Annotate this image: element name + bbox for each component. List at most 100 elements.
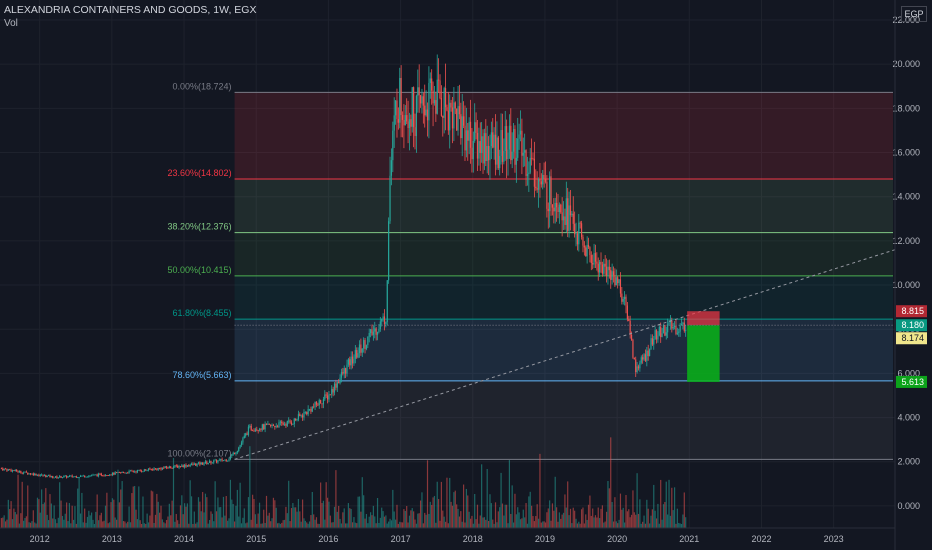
candle-body — [199, 462, 201, 465]
volume-bar — [643, 515, 645, 528]
candle-body — [640, 357, 642, 363]
volume-bar — [107, 523, 109, 528]
volume-bar — [264, 522, 266, 528]
volume-bar — [181, 495, 183, 528]
candle-body — [528, 172, 530, 175]
candle-body — [195, 463, 197, 466]
volume-bar — [415, 523, 418, 528]
volume-bar — [463, 484, 465, 528]
volume-bar — [79, 513, 82, 528]
volume-bar — [525, 503, 527, 528]
candle-body — [261, 424, 263, 430]
volume-bar — [146, 513, 148, 528]
candle-body — [11, 470, 14, 472]
volume-bar — [365, 513, 368, 528]
candle-body — [61, 477, 64, 479]
candle-body — [442, 115, 444, 118]
volume-bar — [353, 517, 355, 528]
volume-bar — [672, 510, 674, 528]
volume-bar — [499, 507, 501, 528]
volume-bar — [664, 502, 666, 528]
volume-bar — [371, 515, 373, 528]
candle-body — [154, 468, 157, 470]
candle-body — [639, 362, 641, 369]
volume-bar — [240, 523, 243, 528]
candle-body — [587, 244, 590, 248]
candle-body — [143, 469, 145, 472]
candle-body — [336, 382, 338, 388]
volume-bar — [179, 505, 182, 528]
volume-bar — [343, 508, 345, 528]
candle-body — [351, 356, 354, 364]
volume-bar — [233, 521, 236, 528]
candle-body — [594, 253, 597, 262]
time-tick-label: 2020 — [607, 534, 627, 544]
candle-body — [661, 333, 663, 337]
candle-body — [583, 245, 585, 248]
volume-bar — [274, 500, 276, 528]
time-tick-label: 2021 — [679, 534, 699, 544]
candle-body — [202, 462, 204, 465]
candle-body — [211, 462, 213, 464]
candle-body — [279, 421, 281, 423]
volume-bar — [676, 508, 678, 528]
candle-body — [607, 266, 609, 277]
volume-bar — [639, 499, 641, 528]
candle-body — [184, 464, 186, 468]
volume-bar — [164, 523, 166, 528]
volume-bar — [468, 511, 470, 528]
volume-bar — [11, 519, 14, 528]
volume-bar — [131, 493, 133, 528]
volume-bar — [249, 446, 251, 528]
volume-bar — [450, 501, 452, 528]
volume-bar — [184, 503, 186, 528]
candle-body — [629, 321, 631, 335]
candle-body — [614, 275, 616, 286]
candle-body — [618, 279, 620, 284]
candle-body — [685, 330, 687, 332]
candle-body — [499, 156, 501, 169]
candle-body — [417, 87, 419, 96]
candle-body — [425, 109, 427, 116]
volume-bar — [134, 486, 136, 528]
candle-body — [562, 216, 565, 221]
volume-bar — [637, 513, 640, 528]
volume-bar — [396, 504, 398, 528]
time-axis[interactable]: 2012 2013 2014 2015 2016 2017 2018 2019 2020 2021… — [0, 527, 895, 544]
candle-body — [311, 406, 313, 412]
volume-bar — [190, 496, 193, 528]
candle-body — [135, 471, 137, 473]
volume-bar — [14, 512, 16, 528]
volume-bar — [28, 522, 30, 528]
volume-bar — [383, 516, 386, 528]
candle-body — [204, 461, 207, 464]
short-position-tool[interactable] — [234, 311, 895, 382]
candle-body — [617, 277, 619, 284]
candle-body — [177, 465, 179, 468]
candle-body — [353, 358, 355, 364]
candle-body — [142, 471, 144, 473]
candle-body — [303, 412, 305, 418]
volume-bar — [61, 515, 64, 528]
volume-bar — [449, 477, 451, 528]
volume-bar — [152, 491, 154, 528]
candle-body — [224, 459, 226, 461]
candle-body — [433, 100, 436, 104]
volume-bar — [683, 492, 685, 528]
volume-bar — [203, 512, 205, 528]
volume-bar — [110, 502, 112, 528]
volume-bar — [429, 501, 431, 528]
volume-bar — [329, 515, 331, 528]
currency-label[interactable]: EGP — [901, 6, 927, 22]
volume-bar — [361, 477, 363, 528]
candle-body — [665, 332, 667, 336]
volume-bar — [508, 460, 511, 528]
candle-body — [428, 83, 430, 121]
candle-body — [374, 328, 376, 332]
volume-bar — [451, 505, 454, 528]
candle-body — [403, 119, 405, 126]
volume-bar — [229, 479, 232, 528]
candle-body — [89, 475, 91, 477]
price-axis[interactable]: 22.000 20.000 18.000 16.000 14.000 12.000 10.0… — [892, 0, 920, 550]
